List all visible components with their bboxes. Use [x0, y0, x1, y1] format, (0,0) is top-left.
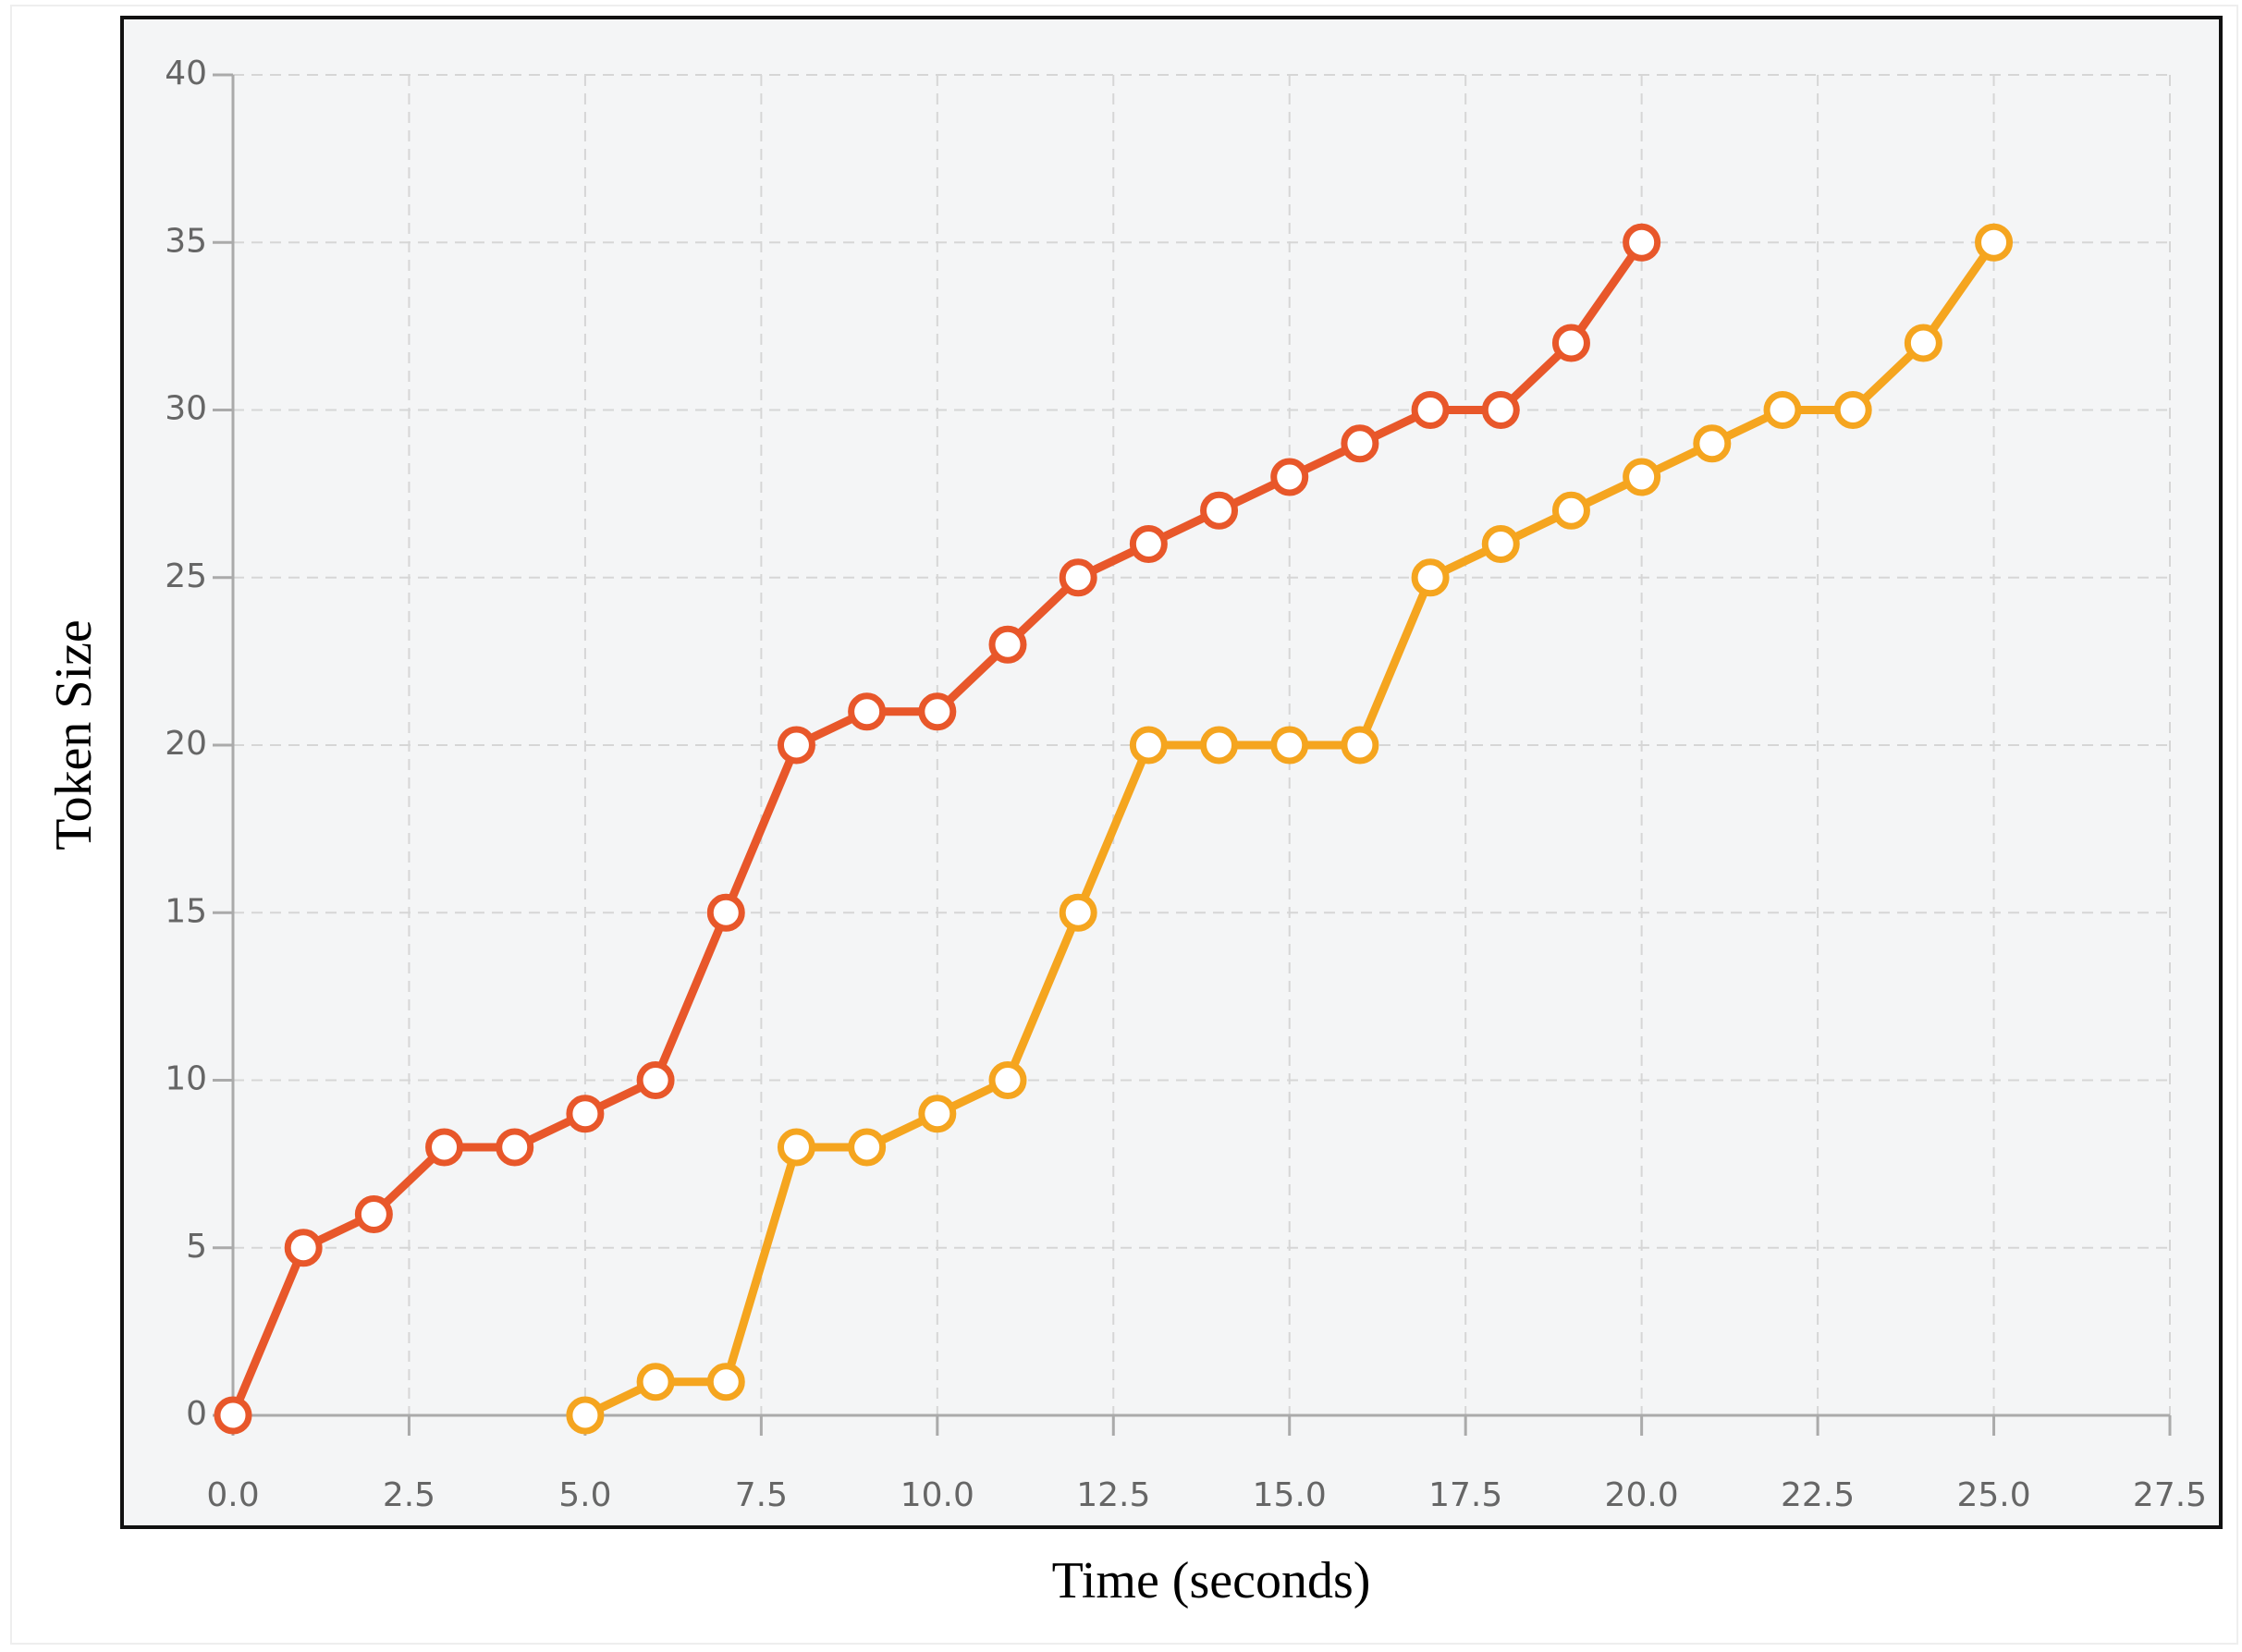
point-marker [1623, 458, 1661, 496]
y-tick-label: 5 [186, 1228, 207, 1266]
y-tick-label: 25 [165, 557, 207, 595]
point-marker [1481, 525, 1520, 563]
point-marker [1129, 525, 1168, 563]
point-marker [1763, 391, 1802, 429]
y-tick-label: 30 [165, 390, 207, 428]
x-tick-label: 0.0 [206, 1476, 259, 1514]
point-marker [1341, 726, 1379, 765]
y-tick-label: 0 [186, 1395, 207, 1433]
point-marker [706, 1363, 745, 1401]
point-marker [566, 1396, 605, 1435]
x-tick-label: 15.0 [1253, 1476, 1327, 1514]
point-marker [1904, 324, 1942, 362]
point-marker [496, 1128, 534, 1167]
point-marker [1200, 491, 1239, 530]
point-marker [1481, 391, 1520, 429]
point-marker [425, 1128, 464, 1167]
y-tick-label: 35 [165, 222, 207, 260]
point-marker [988, 625, 1027, 664]
point-marker [1059, 893, 1097, 932]
y-tick-label: 40 [165, 55, 207, 92]
point-marker [1693, 424, 1732, 463]
y-tick-label: 20 [165, 725, 207, 763]
x-tick-label: 20.0 [1605, 1476, 1679, 1514]
point-marker [1411, 391, 1450, 429]
point-marker [1623, 223, 1661, 262]
x-tick-label: 25.0 [1956, 1476, 2030, 1514]
point-marker [1833, 391, 1872, 429]
point-marker [1341, 424, 1379, 463]
point-marker [777, 1128, 815, 1167]
point-marker [1200, 726, 1239, 765]
point-marker [636, 1061, 675, 1099]
point-marker [566, 1095, 605, 1133]
y-tick-label: 15 [165, 892, 207, 930]
point-marker [1975, 223, 2014, 262]
point-marker [988, 1061, 1027, 1099]
x-tick-label: 12.5 [1076, 1476, 1150, 1514]
point-marker [636, 1363, 675, 1401]
x-tick-label: 17.5 [1428, 1476, 1502, 1514]
point-marker [918, 692, 957, 731]
point-marker [1411, 558, 1450, 597]
point-marker [1270, 726, 1309, 765]
point-marker [918, 1095, 957, 1133]
point-marker [777, 726, 815, 765]
x-tick-label: 22.5 [1781, 1476, 1855, 1514]
point-marker [284, 1229, 323, 1267]
point-marker [354, 1195, 393, 1233]
x-tick-label: 7.5 [735, 1476, 788, 1514]
x-axis-title: Time (seconds) [1052, 1552, 1371, 1609]
x-tick-label: 2.5 [383, 1476, 435, 1514]
point-marker [848, 1128, 887, 1167]
point-marker [706, 893, 745, 932]
point-marker [848, 692, 887, 731]
x-tick-label: 27.5 [2133, 1476, 2207, 1514]
point-marker [1059, 558, 1097, 597]
y-axis-title: Token Size [45, 619, 103, 850]
plot-frame [120, 16, 2223, 1529]
point-marker [1551, 324, 1590, 362]
x-tick-label: 10.0 [900, 1476, 974, 1514]
x-tick-label: 5.0 [558, 1476, 611, 1514]
point-marker [1551, 491, 1590, 530]
point-marker [214, 1396, 252, 1435]
point-marker [1270, 458, 1309, 496]
y-tick-label: 10 [165, 1060, 207, 1098]
point-marker [1129, 726, 1168, 765]
